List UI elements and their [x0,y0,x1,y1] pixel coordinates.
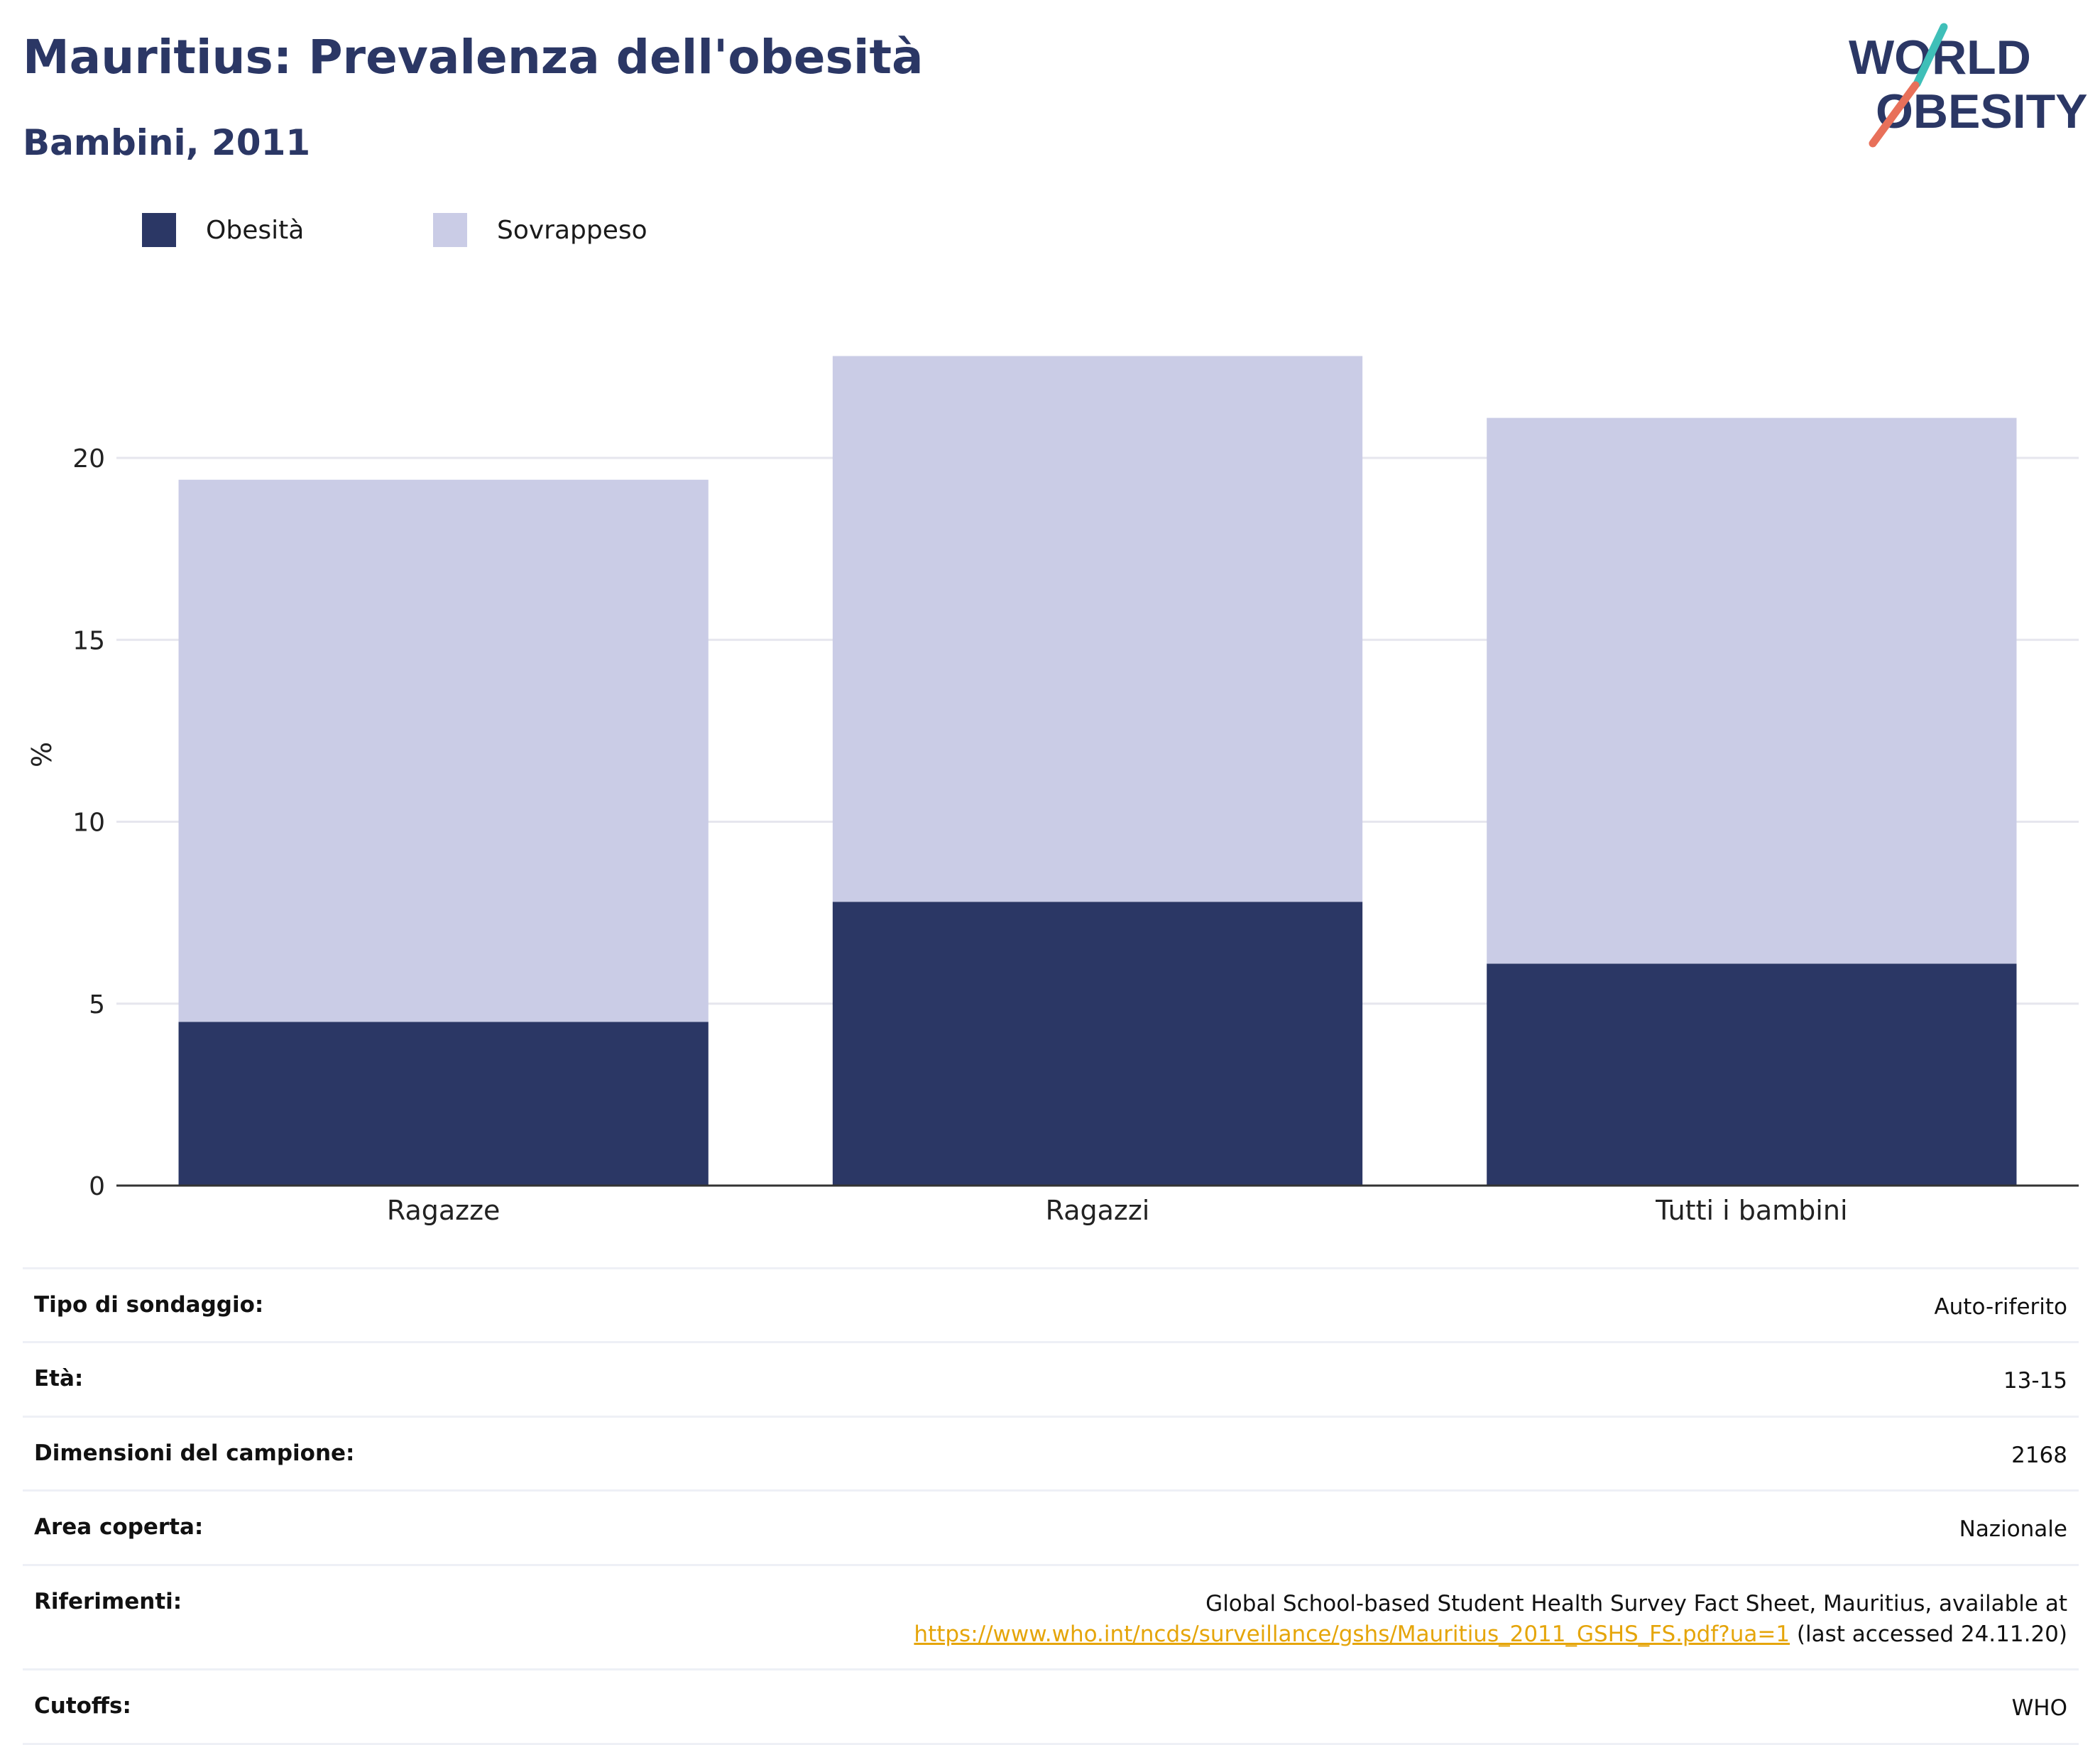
info-label: Area coperta: [34,1514,204,1541]
info-row-area: Area coperta: Nazionale [23,1489,2079,1563]
page-subtitle: Bambini, 2011 [23,122,311,163]
y-tick-label: 15 [72,626,105,655]
y-tick-label: 20 [72,444,105,474]
logo-slash-coral [1869,81,1920,148]
page-title: Mauritius: Prevalenza dell'obesità [23,30,924,84]
info-value: 13-15 [2003,1368,2067,1394]
y-tick-label: 5 [89,990,105,1019]
info-row-survey-type: Tipo di sondaggio: Auto-riferito [23,1267,2079,1341]
reference-text: Global School-based Student Health Surve… [1205,1590,2067,1617]
info-label: Età: [34,1366,84,1392]
x-tick-label: Tutti i bambini [1655,1195,1847,1226]
info-row-age: Età: 13-15 [23,1341,2079,1415]
legend-label-overweight: Sovrappeso [497,216,647,245]
info-row-references: Riferimenti: Global School-based Student… [23,1563,2079,1669]
info-row-sample-size: Dimensioni del campione: 2168 [23,1415,2079,1489]
logo-slash-teal [1913,23,1948,88]
bar-obesity [178,1022,709,1186]
info-label: Riferimenti: [34,1588,182,1614]
info-row-cutoffs: Cutoffs: WHO [23,1668,2079,1745]
y-tick-label: 0 [89,1172,105,1201]
x-tick-label: Ragazzi [1046,1195,1150,1226]
survey-info-table: Tipo di sondaggio: Auto-riferito Età: 13… [23,1267,2079,1745]
x-tick-label: Ragazze [387,1195,501,1226]
y-tick-label: 10 [72,809,105,838]
info-label: Tipo di sondaggio: [34,1292,264,1318]
reference-suffix: (last accessed 24.11.20) [1790,1621,2067,1647]
y-axis-title: % [26,742,58,767]
reference-link[interactable]: https://www.who.int/ncds/surveillance/gs… [914,1621,1790,1647]
stacked-bar-chart: 0 5 10 15 20% Ragazze Ragazzi Tutti i bambini [26,356,2079,1226]
legend-swatch-obesity [142,213,176,247]
info-value: Global School-based Student Health Surve… [914,1589,2067,1651]
bar-overweight [832,356,1363,902]
info-value: Nazionale [1959,1516,2067,1543]
legend-swatch-overweight [433,213,467,247]
info-value: WHO [2011,1695,2067,1722]
info-value: Auto-riferito [1934,1294,2067,1320]
bar-overweight [178,479,709,1022]
bar-obesity [832,902,1363,1186]
info-value: 2168 [2011,1442,2067,1468]
info-label: Dimensioni del campione: [34,1440,355,1466]
bar-obesity [1487,963,2017,1186]
world-obesity-logo: WORLD OBESITY [1849,23,2087,148]
legend-label-obesity: Obesità [206,216,305,245]
info-label: Cutoffs: [34,1693,131,1719]
bar-overweight [1487,417,2017,964]
